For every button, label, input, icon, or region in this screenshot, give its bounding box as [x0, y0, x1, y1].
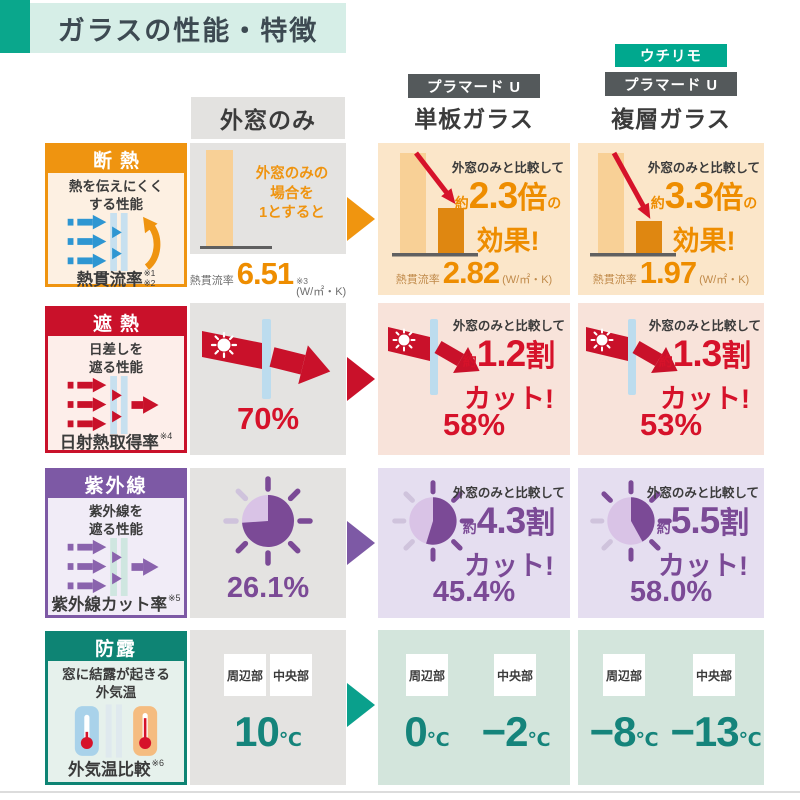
condensation-metric: 外気温比較 ※6 [67, 758, 165, 780]
shading-metric: 日射熱取得率 ※4 [59, 431, 173, 453]
insulation-header: 断熱 [48, 146, 184, 173]
condensation-outer-cell: 周辺部 中央部 10 ℃ [190, 630, 346, 785]
uv-block-icon [67, 538, 159, 597]
insulation-desc: 熱を伝えにくく する性能 [68, 179, 164, 212]
shading-label-card: 遮熱 日差しを 遮る性能 日射熱取得率 ※4 [45, 306, 187, 453]
uv-outer-cell: 26.1% [190, 468, 346, 618]
uv-single-ratio: 約 4.3 割 [462, 500, 556, 541]
shading-double-percent: 53% [639, 407, 703, 442]
compare-caption: 外窓のみと比較して [646, 486, 760, 500]
insulation-double-value: 熱貫流率 1.97 (W/㎡・K) [592, 255, 750, 290]
condensation-double-cell: 周辺部 中央部 −8 ℃ −13 ℃ [578, 630, 764, 785]
sun-block-icon [67, 376, 159, 435]
condensation-double-periphery-temp: −8 ℃ [589, 708, 659, 755]
insulation-single-ratio: 約 2.3 倍 の [454, 175, 562, 216]
condensation-header: 防露 [48, 634, 184, 661]
uv-sun-pie-icon [590, 480, 672, 562]
uv-metric: 紫外線カット率 ※5 [51, 593, 181, 615]
compare-caption: 外窓のみと比較して [647, 161, 761, 175]
insulation-metric-notes: ※1 ※2 [143, 268, 156, 288]
compare-caption: 外窓のみと比較して [452, 319, 566, 333]
uv-header: 紫外線 [48, 471, 184, 498]
plamade-u-badge-single: プラマード U [408, 74, 540, 98]
insulation-outer-cell: 外窓のみの 場合を 1とすると [190, 143, 346, 254]
condensation-label-card: 防露 窓に結露が起きる 外気温 外気温比較 ※6 [45, 631, 187, 785]
condensation-outer-temp: 10 ℃ [234, 708, 302, 755]
periphery-label: 周辺部 [406, 654, 448, 696]
insulation-single-value: 熱貫流率 2.82 (W/㎡・K) [395, 255, 553, 290]
insulation-double-ratio: 約 3.3 倍 の [650, 175, 758, 216]
arrow-right-uv [347, 521, 375, 565]
periphery-label: 周辺部 [224, 654, 266, 696]
bottom-divider [0, 791, 800, 793]
insulation-double-effect: 効果! [672, 226, 736, 256]
uv-outer-percent: 26.1% [226, 572, 310, 604]
column-header-outer-only: 外窓のみ [191, 97, 345, 139]
compare-caption: 外窓のみと比較して [451, 161, 565, 175]
insulation-single-effect: 効果! [476, 226, 540, 256]
shading-single-cut: カット! [464, 384, 554, 414]
arrow-right-insulation [347, 197, 375, 241]
sun-arrow-cut-icon [586, 319, 678, 395]
uv-double-cell: 外窓のみと比較して 約 5.5 割 カット! 58.0% [578, 468, 764, 618]
uv-desc: 紫外線を 遮る性能 [89, 504, 143, 537]
plamade-u-badge-double: プラマード U [605, 72, 737, 96]
shading-outer-percent: 70% [236, 401, 300, 436]
condensation-double-center-temp: −13 ℃ [670, 708, 762, 755]
insulation-bar-chart-single [392, 151, 478, 257]
uv-single-cell: 外窓のみと比較して 約 4.3 割 カット! 45.4% [378, 468, 570, 618]
condensation-single-center-temp: −2 ℃ [481, 708, 551, 755]
periphery-label: 周辺部 [603, 654, 645, 696]
compare-caption: 外窓のみと比較して [648, 319, 762, 333]
center-label: 中央部 [494, 654, 536, 696]
title-accent-bar [0, 0, 30, 53]
uv-label-card: 紫外線 紫外線を 遮る性能 紫外線カット率 ※5 [45, 468, 187, 618]
arrow-right-shading [347, 357, 375, 401]
insulation-outer-value: 熱貫流率 6.51 ※3 (W/㎡・K) [189, 256, 347, 299]
column-header-double-glass: 複層ガラス [611, 106, 731, 132]
sun-arrow-full-icon [202, 319, 331, 399]
insulation-metric: 熱貫流率 ※1 ※2 [76, 268, 156, 290]
outer-only-caption: 外窓のみの 場合を 1とすると [255, 166, 329, 222]
shading-desc: 日差しを 遮る性能 [89, 342, 143, 375]
uv-double-percent: 58.0% [629, 576, 713, 608]
shading-outer-cell: 70% [190, 303, 346, 455]
insulation-bar-chart-double [590, 151, 676, 257]
uv-double-cut: カット! [658, 551, 748, 581]
insulation-double-cell: 外窓のみと比較して 約 3.3 倍 の 効果! 熱貫流率 1.97 (W/㎡・K… [578, 143, 764, 295]
shading-header: 遮熱 [48, 309, 184, 336]
shading-double-ratio: 約 1.3 割 [658, 333, 752, 374]
uv-sun-pie-icon [392, 480, 474, 562]
insulation-label-card: 断熱 熱を伝えにくく する性能 熱貫流率 ※1 [45, 143, 187, 290]
arrow-right-condensation [347, 683, 375, 727]
condensation-desc: 窓に結露が起きる 外気温 [62, 667, 170, 700]
shading-double-cell: 外窓のみと比較して 約 1.3 割 カット! 53% [578, 303, 764, 455]
insulation-single-cell: 外窓のみと比較して 約 2.3 倍 の 効果! 熱貫流率 2.82 (W/㎡・K… [378, 143, 570, 295]
shading-single-ratio: 約 1.2 割 [462, 333, 556, 374]
uv-single-percent: 45.4% [432, 576, 516, 608]
shading-double-cut: カット! [660, 384, 750, 414]
column-header-single-glass: 単板ガラス [414, 106, 534, 132]
uchirimo-badge: ウチリモ [615, 44, 727, 67]
uv-double-ratio: 約 5.5 割 [656, 500, 750, 541]
shading-single-percent: 58% [442, 407, 506, 442]
condensation-single-cell: 周辺部 中央部 0 ℃ −2 ℃ [378, 630, 570, 785]
outer-window-bar [206, 150, 233, 246]
center-label: 中央部 [693, 654, 735, 696]
compare-caption: 外窓のみと比較して [452, 486, 566, 500]
heat-flow-icon [67, 213, 161, 272]
page-title: ガラスの性能・特徴 [30, 3, 346, 53]
condensation-single-periphery-temp: 0 ℃ [404, 708, 450, 755]
center-label: 中央部 [270, 654, 312, 696]
shading-single-cell: 外窓のみと比較して 約 1.2 割 カット! 58% [378, 303, 570, 455]
page-title-text: ガラスの性能・特徴 [57, 15, 319, 46]
thermometer-icon [74, 704, 158, 758]
uv-sun-pie-icon [223, 476, 313, 566]
uv-single-cut: カット! [464, 551, 554, 581]
sun-arrow-cut-icon [388, 319, 480, 395]
